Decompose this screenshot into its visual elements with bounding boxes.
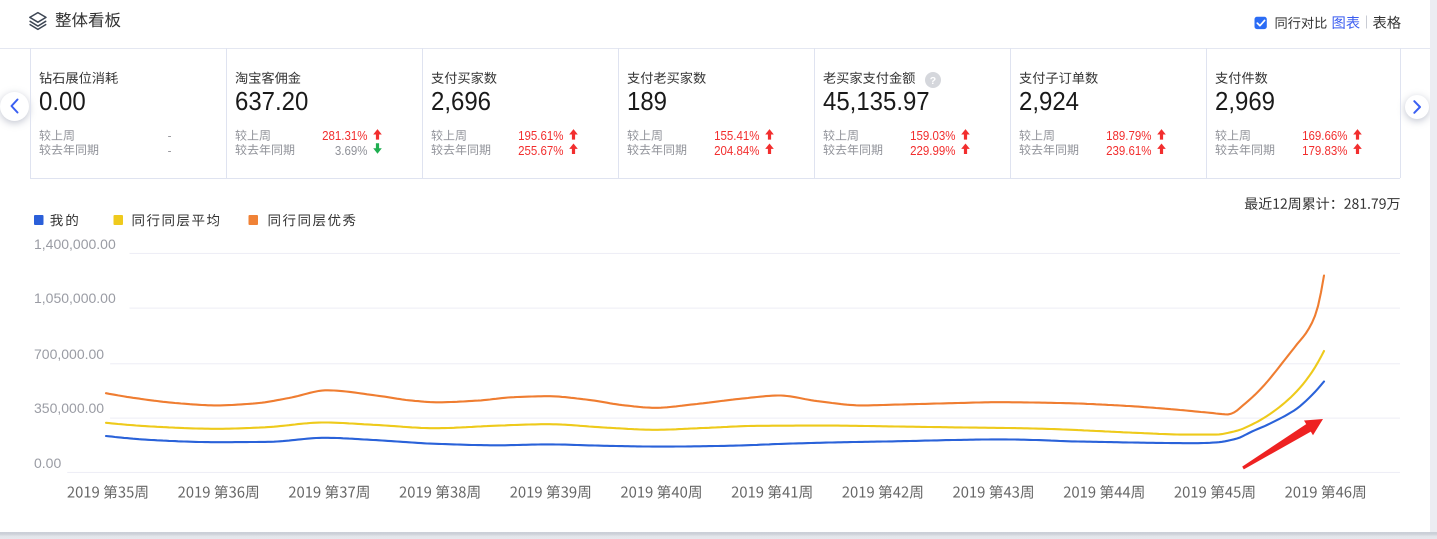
svg-text:?: ?	[930, 75, 936, 87]
